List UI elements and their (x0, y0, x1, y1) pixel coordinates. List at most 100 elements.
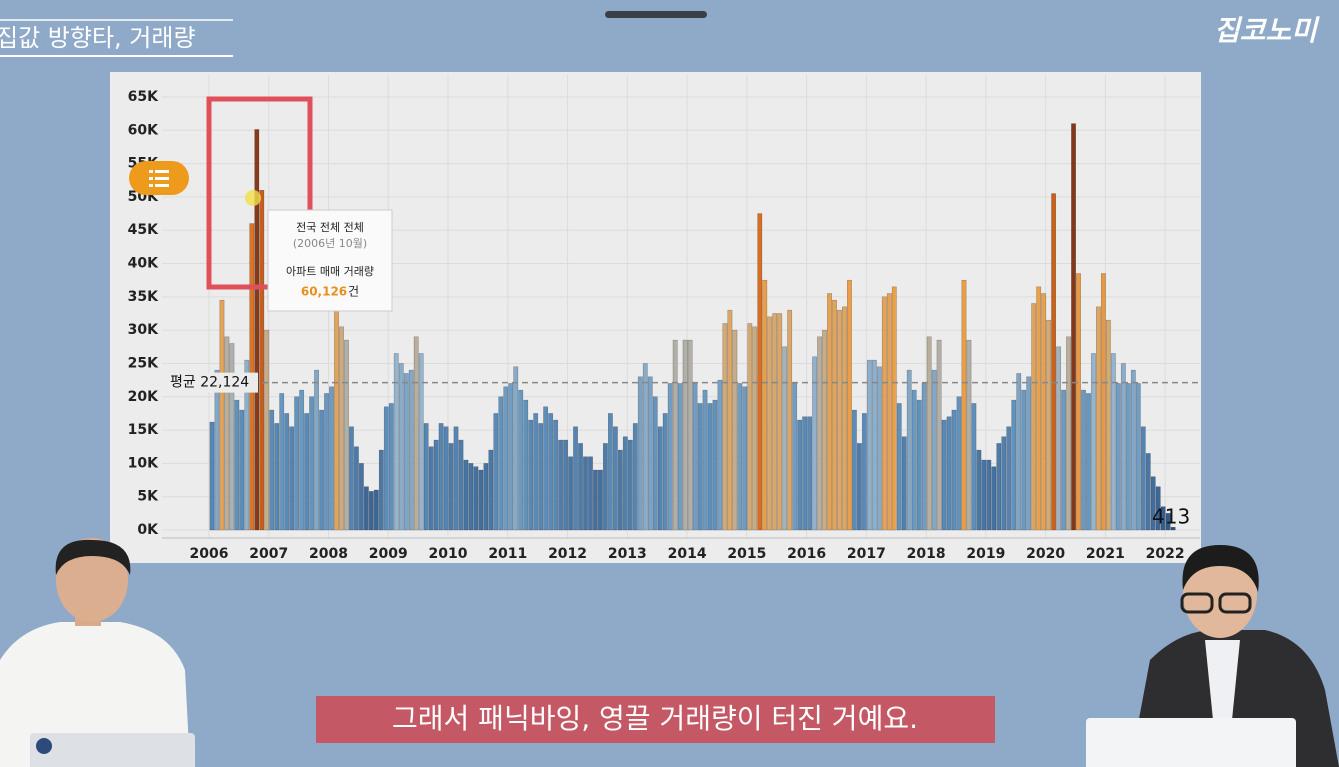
bar (901, 436, 907, 531)
bar (304, 413, 310, 531)
y-tick-label: 20K (128, 389, 159, 405)
x-tick-label: 2015 (727, 546, 766, 562)
bar (453, 426, 459, 531)
bar (687, 339, 693, 531)
bar (652, 396, 658, 531)
bar (458, 439, 464, 531)
x-tick-label: 2013 (608, 546, 647, 562)
bar (423, 423, 429, 531)
bar (876, 366, 882, 531)
bar (299, 389, 305, 531)
bar (762, 279, 768, 531)
bar (986, 459, 992, 531)
bar (812, 356, 817, 531)
bar (244, 359, 250, 531)
bar (553, 419, 559, 531)
bar (349, 426, 354, 531)
face (56, 538, 128, 622)
bar (797, 419, 803, 531)
bar (807, 416, 813, 531)
tooltip: 전국 전체 전체 (2006년 10월) 아파트 매매 거래량 60,126 건 (267, 209, 393, 312)
bar (1160, 506, 1166, 531)
bar (1115, 383, 1121, 531)
bar (692, 383, 698, 531)
bar (916, 399, 922, 531)
bar (637, 376, 643, 531)
bar (428, 446, 434, 531)
laptop (1086, 718, 1296, 767)
y-tick-label: 35K (128, 289, 159, 305)
bar (448, 443, 454, 531)
bar (747, 323, 753, 531)
bar (324, 393, 329, 531)
bar (886, 293, 892, 531)
bar (931, 369, 937, 531)
bar (578, 443, 583, 531)
bar (543, 406, 549, 531)
bar (264, 329, 270, 531)
y-tick-label: 25K (128, 355, 159, 371)
bar (1165, 513, 1171, 531)
bar (1061, 389, 1066, 531)
bar (383, 406, 389, 531)
glasses (1218, 592, 1252, 614)
bar (1011, 399, 1017, 531)
cursor-highlight (245, 190, 261, 206)
bar (1110, 353, 1116, 531)
bar (1145, 453, 1151, 531)
bar (339, 326, 344, 531)
y-tick-label: 40K (128, 256, 159, 272)
glasses (1180, 592, 1214, 614)
y-tick-label: 60K (128, 122, 159, 138)
bar (408, 369, 414, 531)
x-tick-label: 2016 (787, 546, 826, 562)
x-tick-label: 2011 (488, 546, 527, 562)
menu-icon (149, 184, 153, 187)
bar (334, 299, 339, 531)
bar (832, 299, 837, 531)
bar (622, 436, 628, 531)
shirt (1205, 640, 1240, 720)
laptop-logo (36, 738, 52, 754)
bar (991, 466, 997, 531)
bar (782, 346, 788, 531)
bar (647, 376, 653, 531)
bar (936, 339, 942, 531)
menu-icon (155, 184, 169, 187)
bar (817, 336, 822, 531)
bar (503, 386, 509, 531)
bar (702, 389, 708, 531)
y-tick-label: 5K (137, 489, 159, 505)
y-tick-label: 10K (128, 455, 159, 471)
bar (891, 286, 897, 531)
menu-button[interactable] (129, 161, 189, 195)
bar (737, 383, 743, 531)
bar (1006, 426, 1012, 531)
bar (827, 293, 832, 531)
x-tick-label: 2017 (847, 546, 886, 562)
bar (911, 389, 917, 531)
bar (1101, 273, 1106, 531)
bar (1076, 273, 1081, 531)
bar (1071, 123, 1076, 531)
tooltip-metric: 아파트 매매 거래량 (286, 265, 374, 278)
hair (1182, 545, 1259, 592)
bar (1041, 293, 1047, 531)
bar (1056, 346, 1061, 531)
presenter-right (1086, 545, 1339, 767)
laptop (30, 733, 195, 767)
bar (513, 366, 519, 531)
bar (483, 463, 489, 531)
bar (627, 439, 633, 531)
bar (881, 296, 887, 531)
bar (1016, 373, 1022, 531)
menu-icon (155, 177, 169, 180)
bar (752, 326, 758, 531)
bar (742, 386, 748, 531)
bar (981, 459, 987, 531)
bar (697, 403, 703, 531)
x-tick-label: 2007 (249, 546, 288, 562)
bar (1130, 369, 1136, 531)
y-tick-label: 65K (128, 89, 159, 105)
bar (727, 309, 733, 531)
